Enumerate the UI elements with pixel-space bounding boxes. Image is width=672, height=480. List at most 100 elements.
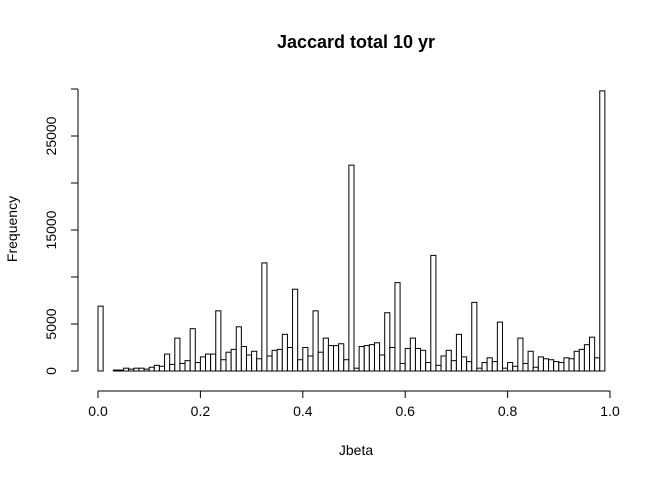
histogram-bar	[143, 368, 150, 372]
y-axis-label: Frequency	[4, 196, 20, 262]
histogram-bar	[138, 367, 145, 372]
histogram-bar	[343, 359, 350, 372]
histogram-bar	[271, 349, 278, 372]
histogram-bar	[153, 364, 160, 372]
histogram-bar	[496, 321, 503, 372]
histogram-bar	[297, 359, 304, 372]
histogram-bar	[491, 361, 498, 372]
histogram-bar	[158, 365, 166, 372]
histogram-bar	[379, 354, 386, 372]
histogram-bar	[450, 360, 457, 372]
histogram-bar	[578, 348, 585, 372]
y-axis: 0 5000 15000 25000	[43, 88, 79, 375]
histogram-bar	[394, 282, 401, 372]
histogram-bar	[476, 367, 483, 372]
histogram-bar	[599, 90, 606, 372]
histogram-bar	[373, 342, 381, 372]
histogram-bar	[302, 347, 309, 372]
histogram-bar	[384, 312, 391, 372]
histogram-bar	[522, 362, 529, 372]
histogram-bar	[169, 363, 176, 372]
histogram-bar	[353, 367, 360, 372]
histogram-bar	[435, 364, 442, 372]
y-tick-label: 15000	[43, 210, 59, 249]
histogram-bar	[189, 328, 196, 372]
histogram-bar	[194, 362, 201, 372]
histogram-bar	[333, 345, 340, 372]
histogram-bar	[589, 336, 596, 372]
histogram-bar	[553, 361, 560, 372]
histogram-bar	[261, 262, 268, 372]
histogram-bar	[368, 344, 375, 372]
histogram-bar	[414, 347, 422, 372]
histogram-bar	[220, 359, 227, 372]
x-tick-label: 0.0	[88, 403, 108, 419]
histogram-bar	[148, 366, 155, 372]
y-tick-label: 25000	[43, 116, 59, 155]
histogram-bar	[245, 354, 253, 372]
x-axis-label: Jbeta	[339, 442, 373, 458]
histogram-bar	[389, 347, 396, 372]
histogram-bar	[558, 362, 565, 372]
histogram-bar	[199, 356, 207, 372]
x-tick-label: 0.4	[293, 403, 313, 419]
histogram-bar	[123, 367, 130, 372]
histogram-bar	[317, 351, 324, 372]
histogram-bar	[240, 346, 247, 372]
histogram-bar	[266, 355, 273, 372]
histogram-bar	[230, 348, 237, 372]
histogram-bar	[466, 361, 473, 372]
histogram-bar	[445, 349, 452, 372]
histogram-bar	[507, 362, 514, 372]
histogram-bar	[425, 362, 432, 372]
histogram-bar	[455, 333, 463, 372]
histogram-bar	[164, 353, 171, 372]
x-tick-label: 0.2	[191, 403, 211, 419]
histogram-bar	[430, 254, 437, 372]
histogram-bar	[363, 345, 370, 372]
histogram-bar	[174, 337, 181, 372]
histogram-bar	[281, 333, 288, 372]
histogram-bar	[583, 344, 591, 372]
histogram-bar	[251, 350, 258, 372]
histogram-bar	[594, 357, 601, 372]
histogram-bar	[420, 349, 427, 372]
histogram-bar	[292, 288, 299, 372]
histogram-bar	[568, 358, 575, 372]
histogram-bar	[440, 355, 447, 372]
histogram-bar	[542, 358, 550, 372]
histogram-bar	[276, 348, 283, 372]
histogram-bar	[563, 357, 570, 372]
histogram-bars	[97, 90, 606, 372]
histogram-bar	[128, 368, 135, 372]
histogram-bar	[527, 350, 534, 372]
histogram-bar	[179, 362, 186, 372]
histogram-bar	[307, 355, 314, 372]
histogram-bar	[235, 326, 242, 372]
histogram-bar	[399, 362, 406, 372]
histogram-bar	[205, 353, 212, 372]
x-axis: 0.0 0.2 0.4 0.6 0.8 1.0	[88, 390, 620, 419]
histogram-bar	[548, 359, 555, 372]
histogram-bar	[348, 164, 355, 372]
histogram-bar	[501, 367, 509, 372]
histogram-bar	[517, 337, 524, 372]
y-tick-label: 5000	[43, 308, 59, 339]
y-tick-label: 0	[43, 367, 59, 375]
x-tick-label: 0.6	[395, 403, 415, 419]
histogram-bar	[537, 356, 544, 372]
histogram-bar	[184, 360, 191, 372]
histogram-bar	[409, 337, 416, 372]
histogram-bar	[117, 369, 125, 372]
histogram-bar	[286, 347, 294, 372]
histogram-bar	[97, 305, 104, 372]
histogram-bar	[256, 358, 263, 372]
histogram-bar	[322, 337, 329, 372]
histogram-bar	[486, 357, 493, 372]
histogram-bar	[481, 362, 488, 372]
histogram-bar	[404, 347, 411, 372]
histogram-bar	[573, 350, 580, 372]
histogram-bar	[225, 351, 232, 372]
chart-title: Jaccard total 10 yr	[277, 32, 435, 52]
